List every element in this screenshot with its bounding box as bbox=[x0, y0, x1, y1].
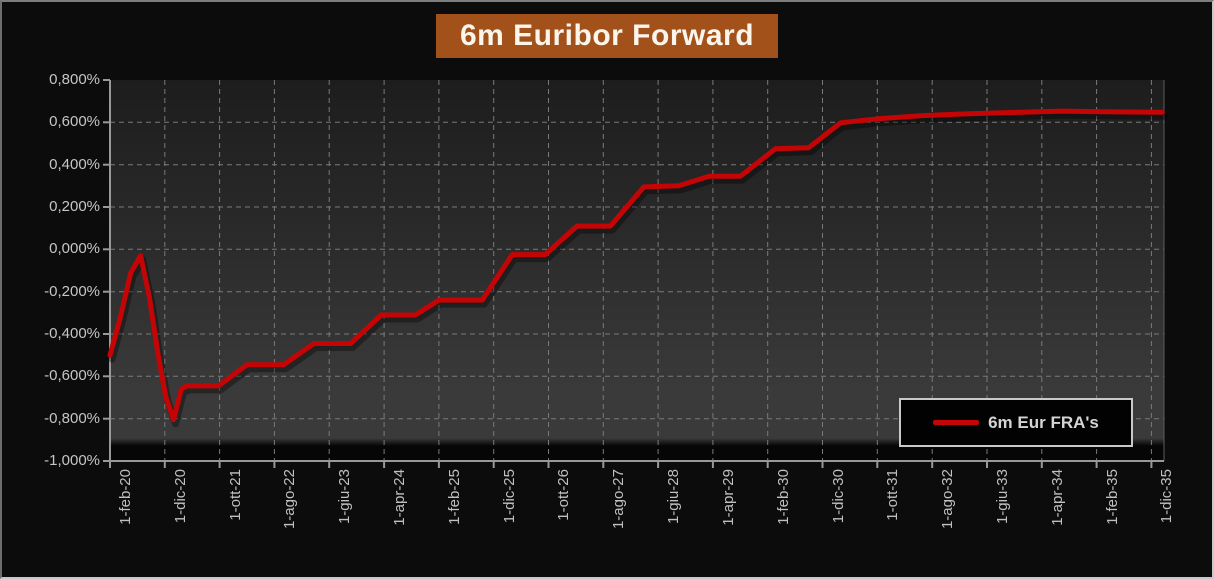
x-axis-tick-label: 1-feb-30 bbox=[774, 469, 792, 525]
x-axis-tick-label: 1-dic-35 bbox=[1158, 469, 1176, 524]
chart-svg bbox=[103, 79, 1168, 468]
x-axis-tick-label: 1-feb-25 bbox=[445, 469, 463, 525]
x-axis-tick-label: 1-ott-26 bbox=[555, 469, 573, 521]
x-axis-tick-label: 1-ago-22 bbox=[281, 469, 299, 530]
x-axis-tick-label: 1-feb-20 bbox=[117, 469, 134, 525]
y-axis-tick-label: 0,200% bbox=[49, 198, 100, 215]
y-axis-tick-label: -1,000% bbox=[44, 452, 100, 469]
legend-line-marker bbox=[933, 420, 980, 425]
x-axis-tick-label: 1-dic-30 bbox=[829, 469, 847, 524]
x-axis-tick-label: 1-ago-32 bbox=[939, 469, 957, 530]
y-axis-tick-label: 0,000% bbox=[49, 240, 100, 258]
x-axis-tick-label: 1-dic-25 bbox=[500, 469, 518, 524]
x-axis-tick-label: 1-apr-34 bbox=[1048, 469, 1066, 526]
x-axis-tick-label: 1-feb-35 bbox=[1103, 469, 1121, 525]
y-axis-tick-label: -0,400% bbox=[44, 325, 100, 342]
y-axis-tick-label: -0,600% bbox=[44, 367, 100, 385]
x-axis-tick-label: 1-apr-29 bbox=[719, 469, 737, 526]
x-axis-tick-label: 1-dic-20 bbox=[171, 469, 189, 524]
y-axis-tick-label: 0,800% bbox=[49, 71, 100, 88]
x-axis-tick-label: 1-apr-24 bbox=[391, 469, 409, 526]
y-axis-tick-label: -0,200% bbox=[44, 282, 100, 300]
x-axis-tick-label: 1-ott-21 bbox=[226, 469, 244, 521]
y-axis-tick-label: 0,600% bbox=[49, 113, 100, 131]
legend: 6m Eur FRA's bbox=[899, 398, 1133, 447]
y-axis-tick-label: 0,400% bbox=[49, 155, 100, 173]
legend-series-label: 6m Eur FRA's bbox=[988, 412, 1099, 432]
y-axis-tick-label: -0,800% bbox=[44, 409, 100, 427]
plot-area bbox=[103, 79, 1168, 468]
chart-title: 6m Euribor Forward bbox=[435, 14, 779, 58]
x-axis-tick-label: 1-giu-33 bbox=[993, 469, 1011, 525]
x-axis-tick-label: 1-giu-28 bbox=[665, 469, 683, 525]
x-axis-tick-label: 1-ott-31 bbox=[884, 469, 902, 521]
x-axis-tick-label: 1-giu-23 bbox=[336, 469, 354, 525]
x-axis-tick-label: 1-ago-27 bbox=[610, 469, 628, 530]
